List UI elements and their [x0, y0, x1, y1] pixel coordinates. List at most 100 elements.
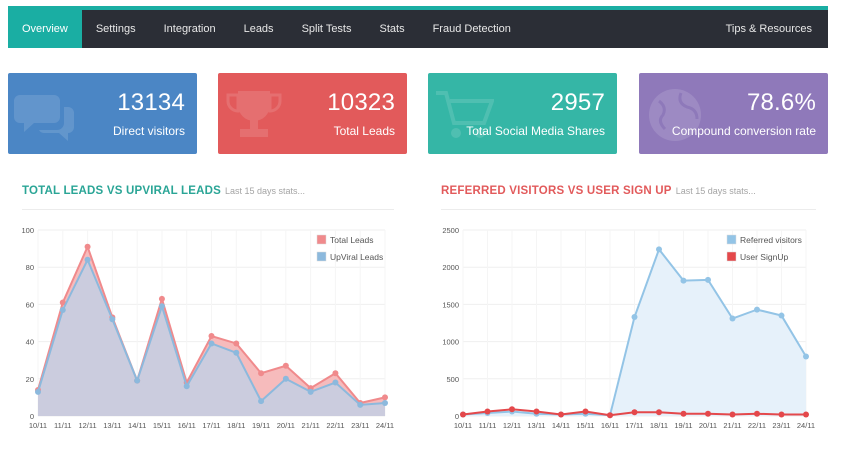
data-point-user-signup — [533, 408, 540, 415]
legend-swatch-user-signup — [726, 251, 737, 262]
top-nav: Overview Settings Integration Leads Spli… — [8, 6, 828, 48]
tab-integration[interactable]: Integration — [163, 23, 216, 35]
y-tick-label: 2500 — [442, 226, 459, 235]
x-tick-label: 19/11 — [674, 421, 692, 430]
legend-swatch-total-leads — [316, 234, 327, 245]
stat-label: Total Social Media Shares — [466, 124, 605, 138]
section-title-text: REFERRED VISITORS VS USER SIGN UP — [441, 185, 672, 197]
data-point-upviral-leads — [35, 388, 41, 395]
legend-swatch-referred-visitors — [726, 234, 737, 245]
y-tick-label: 2000 — [442, 263, 459, 272]
data-point-upviral-leads — [258, 398, 265, 405]
data-point-referred-visitors — [705, 276, 711, 283]
y-tick-label: 40 — [26, 338, 34, 347]
data-point-referred-visitors — [729, 315, 736, 322]
legend-label-user-signup: User SignUp — [740, 252, 788, 262]
data-point-upviral-leads — [109, 316, 116, 323]
data-point-total-leads — [332, 370, 339, 377]
section-subtitle: Last 15 days stats... — [675, 186, 756, 196]
x-tick-label: 16/11 — [178, 421, 196, 430]
x-tick-label: 14/11 — [552, 421, 570, 430]
x-tick-label: 17/11 — [625, 421, 643, 430]
stat-card-direct-visitors: 13134 Direct visitors — [8, 73, 197, 154]
data-point-upviral-leads — [84, 256, 91, 263]
data-point-user-signup — [558, 411, 564, 418]
divider — [22, 209, 394, 210]
stat-value: 13134 — [117, 89, 185, 116]
stat-label: Compound conversion rate — [671, 124, 816, 138]
y-tick-label: 1000 — [442, 338, 459, 347]
data-point-upviral-leads — [282, 375, 289, 382]
series-area-referred-visitors — [463, 249, 806, 416]
x-tick-label: 21/11 — [723, 421, 741, 430]
data-point-total-leads — [382, 394, 388, 401]
x-tick-label: 11/11 — [479, 421, 497, 430]
x-tick-label: 10/11 — [454, 421, 472, 430]
data-point-referred-visitors — [754, 306, 760, 313]
x-tick-label: 19/11 — [252, 421, 270, 430]
visitors-area-chart: 0 500 1000 1500 2000 2500 10/11 11/11 12/11 13/11… — [442, 226, 815, 430]
x-tick-label: 15/11 — [576, 421, 594, 430]
data-point-user-signup — [778, 411, 785, 418]
stat-card-total-leads: 10323 Total Leads — [218, 73, 407, 154]
data-point-referred-visitors — [656, 246, 662, 253]
x-tick-label: 11/11 — [54, 421, 72, 430]
tab-settings[interactable]: Settings — [95, 23, 136, 35]
data-point-user-signup — [460, 411, 466, 418]
x-tick-label: 10/11 — [29, 421, 47, 430]
x-tick-label: 20/11 — [699, 421, 717, 430]
x-tick-label: 12/11 — [503, 421, 521, 430]
data-point-user-signup — [803, 411, 809, 418]
stat-value: 2957 — [550, 89, 605, 116]
x-tick-label: 23/11 — [772, 421, 790, 430]
data-point-referred-visitors — [803, 353, 809, 360]
data-point-total-leads — [208, 333, 215, 340]
tab-overview[interactable]: Overview — [8, 10, 82, 48]
data-point-upviral-leads — [59, 306, 66, 313]
x-tick-label: 24/11 — [376, 421, 394, 430]
data-point-user-signup — [631, 409, 638, 416]
leads-area-chart: 0 20 40 60 80 100 10/11 11/11 12/11 13/11 14/11 15/… — [21, 226, 394, 430]
trophy-icon — [226, 91, 282, 137]
legend-label-total-leads: Total Leads — [330, 235, 373, 245]
cart-icon — [436, 91, 494, 138]
legend-label-upviral-leads: UpViral Leads — [330, 252, 383, 262]
y-tick-label: 100 — [21, 226, 34, 235]
x-tick-label: 15/11 — [153, 421, 171, 430]
stat-card-social-shares: 2957 Total Social Media Shares — [428, 73, 617, 154]
data-point-referred-visitors — [778, 312, 785, 319]
tab-split-tests[interactable]: Split Tests — [301, 23, 352, 35]
tab-fraud-detection[interactable]: Fraud Detection — [432, 23, 511, 35]
stat-card-conversion-rate: 78.6% Compound conversion rate — [639, 73, 828, 154]
data-point-upviral-leads — [233, 349, 240, 356]
data-point-upviral-leads — [183, 383, 190, 390]
data-point-total-leads — [233, 340, 240, 347]
data-point-user-signup — [754, 410, 760, 417]
x-tick-label: 20/11 — [277, 421, 295, 430]
x-tick-label: 22/11 — [748, 421, 766, 430]
section-title-leads: TOTAL LEADS VS UPVIRAL LEADS Last 15 days… — [22, 185, 305, 197]
y-tick-label: 1500 — [442, 300, 459, 309]
data-point-upviral-leads — [382, 399, 388, 406]
data-point-upviral-leads — [158, 303, 165, 310]
y-tick-label: 0 — [30, 412, 34, 421]
tab-tips-resources[interactable]: Tips & Resources — [725, 23, 812, 35]
data-point-user-signup — [656, 409, 662, 416]
y-tick-label: 0 — [455, 412, 459, 421]
stat-value: 78.6% — [746, 89, 816, 116]
data-point-user-signup — [705, 410, 711, 417]
x-tick-label: 13/11 — [527, 421, 545, 430]
data-point-upviral-leads — [307, 388, 314, 395]
divider — [441, 209, 816, 210]
x-tick-label: 12/11 — [78, 421, 96, 430]
stat-value: 10323 — [327, 89, 395, 116]
data-point-total-leads — [258, 370, 265, 377]
y-tick-label: 60 — [26, 300, 34, 309]
x-tick-label: 24/11 — [797, 421, 815, 430]
data-point-user-signup — [680, 410, 687, 417]
x-tick-label: 21/11 — [302, 421, 320, 430]
tab-stats[interactable]: Stats — [379, 23, 405, 35]
tab-leads[interactable]: Leads — [243, 23, 274, 35]
section-subtitle: Last 15 days stats... — [225, 186, 306, 196]
data-point-referred-visitors — [680, 277, 687, 284]
